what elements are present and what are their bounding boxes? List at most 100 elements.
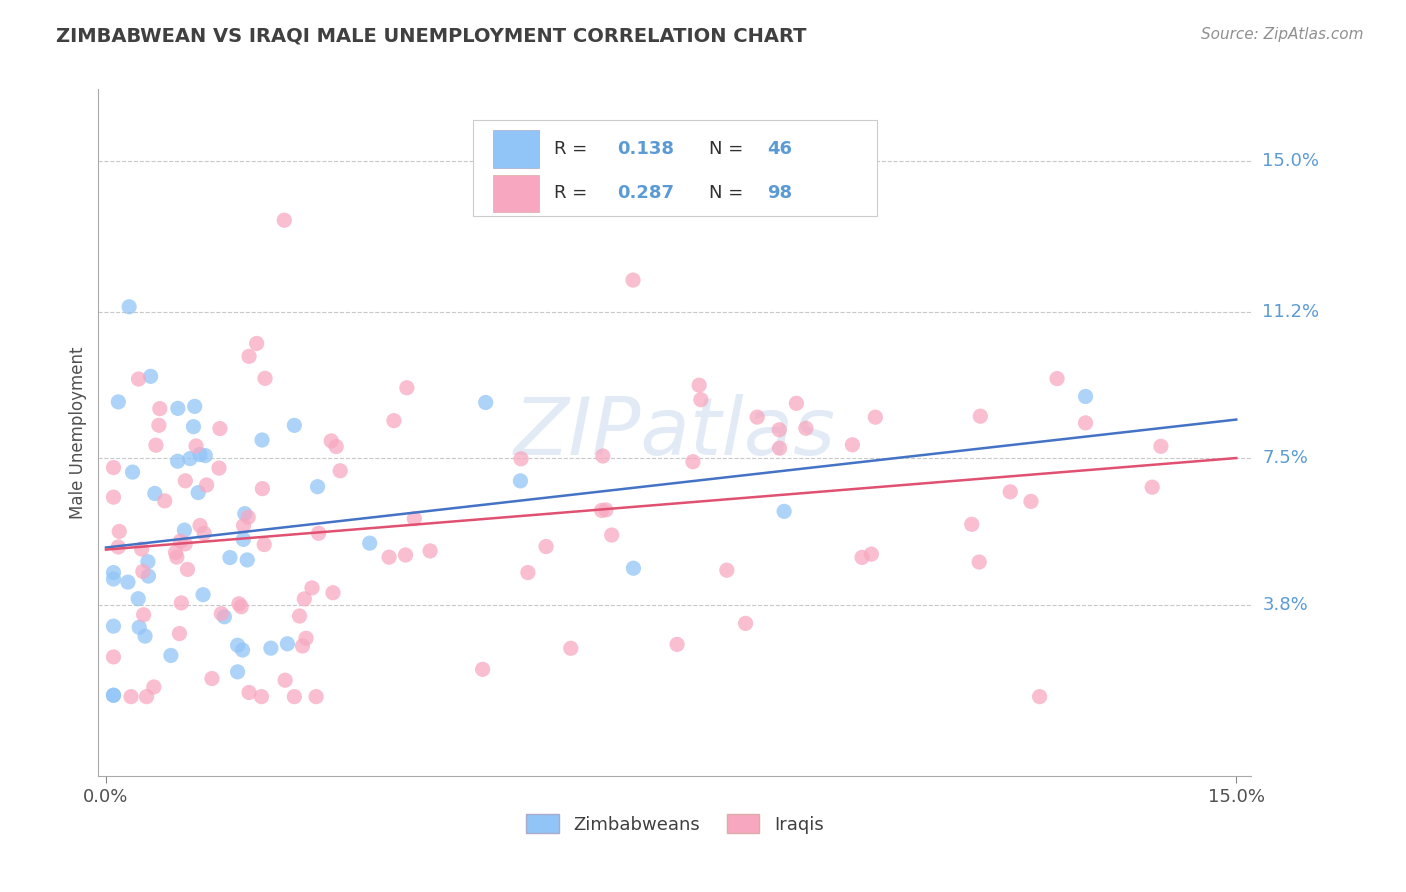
Point	[276, 637, 298, 651]
Point	[773, 504, 796, 518]
Point	[283, 690, 305, 704]
Point	[252, 482, 274, 496]
Point	[250, 433, 273, 447]
Point	[404, 511, 426, 525]
Text: 3.8%: 3.8%	[1263, 597, 1308, 615]
Point	[322, 586, 344, 600]
Point	[201, 672, 224, 686]
Text: R =: R =	[554, 184, 593, 202]
Point	[191, 588, 214, 602]
Point	[117, 575, 139, 590]
Point	[851, 550, 873, 565]
Point	[860, 547, 883, 561]
Point	[666, 637, 689, 651]
Point	[359, 536, 381, 550]
Point	[145, 438, 167, 452]
Point	[1019, 494, 1042, 508]
Point	[382, 414, 405, 428]
Point	[1150, 439, 1173, 453]
Point	[785, 396, 807, 410]
Point	[250, 690, 273, 704]
Point	[232, 533, 254, 547]
Point	[592, 449, 614, 463]
Point	[121, 465, 143, 479]
Point	[967, 555, 990, 569]
Text: 11.2%: 11.2%	[1263, 302, 1320, 320]
Point	[132, 607, 155, 622]
Point	[516, 566, 538, 580]
Point	[214, 609, 236, 624]
Point	[623, 561, 645, 575]
Text: N =: N =	[710, 139, 749, 158]
Point	[184, 439, 207, 453]
Point	[308, 526, 330, 541]
Point	[274, 673, 297, 688]
Point	[509, 474, 531, 488]
Point	[103, 460, 125, 475]
Point	[321, 434, 343, 448]
Point	[179, 451, 201, 466]
Text: ZIMBABWEAN VS IRAQI MALE UNEMPLOYMENT CORRELATION CHART: ZIMBABWEAN VS IRAQI MALE UNEMPLOYMENT CO…	[56, 27, 807, 45]
Point	[166, 401, 188, 416]
Point	[103, 566, 125, 580]
Point	[166, 550, 188, 565]
Text: 46: 46	[768, 139, 792, 158]
Point	[288, 609, 311, 624]
Point	[236, 553, 259, 567]
Point	[232, 518, 254, 533]
Point	[998, 484, 1021, 499]
Point	[292, 591, 315, 606]
Point	[187, 485, 209, 500]
Point	[132, 565, 155, 579]
Point	[127, 591, 149, 606]
Point	[226, 638, 249, 652]
Point	[108, 524, 131, 539]
Point	[768, 441, 790, 455]
Point	[165, 545, 187, 559]
Point	[260, 641, 283, 656]
Point	[173, 523, 195, 537]
Point	[378, 550, 401, 565]
Point	[394, 548, 416, 562]
Point	[193, 526, 215, 541]
Point	[307, 480, 329, 494]
Point	[103, 689, 125, 703]
Text: N =: N =	[710, 184, 749, 202]
Point	[1074, 416, 1097, 430]
Point	[219, 550, 242, 565]
Y-axis label: Male Unemployment: Male Unemployment	[69, 346, 87, 519]
Point	[283, 418, 305, 433]
Point	[143, 486, 166, 500]
Point	[170, 596, 193, 610]
Point	[128, 620, 150, 634]
Point	[395, 381, 418, 395]
Point	[969, 409, 991, 424]
Text: 0.287: 0.287	[617, 184, 675, 202]
Point	[160, 648, 183, 663]
Point	[226, 665, 249, 679]
Text: ZIPatlas: ZIPatlas	[513, 393, 837, 472]
Point	[166, 454, 188, 468]
Point	[238, 510, 260, 524]
Point	[682, 455, 704, 469]
Text: R =: R =	[554, 139, 593, 158]
Point	[1046, 371, 1069, 385]
Point	[419, 544, 441, 558]
Point	[305, 690, 328, 704]
Point	[188, 518, 211, 533]
Point	[131, 542, 153, 557]
Point	[329, 464, 352, 478]
Point	[595, 503, 617, 517]
FancyBboxPatch shape	[472, 120, 877, 216]
Point	[135, 690, 157, 704]
Point	[689, 392, 711, 407]
Text: 15.0%: 15.0%	[1263, 152, 1319, 169]
Point	[188, 448, 211, 462]
Point	[295, 632, 318, 646]
Point	[103, 649, 125, 664]
Point	[474, 395, 496, 409]
Point	[233, 507, 256, 521]
Point	[103, 688, 125, 702]
Point	[118, 300, 141, 314]
Point	[142, 680, 165, 694]
